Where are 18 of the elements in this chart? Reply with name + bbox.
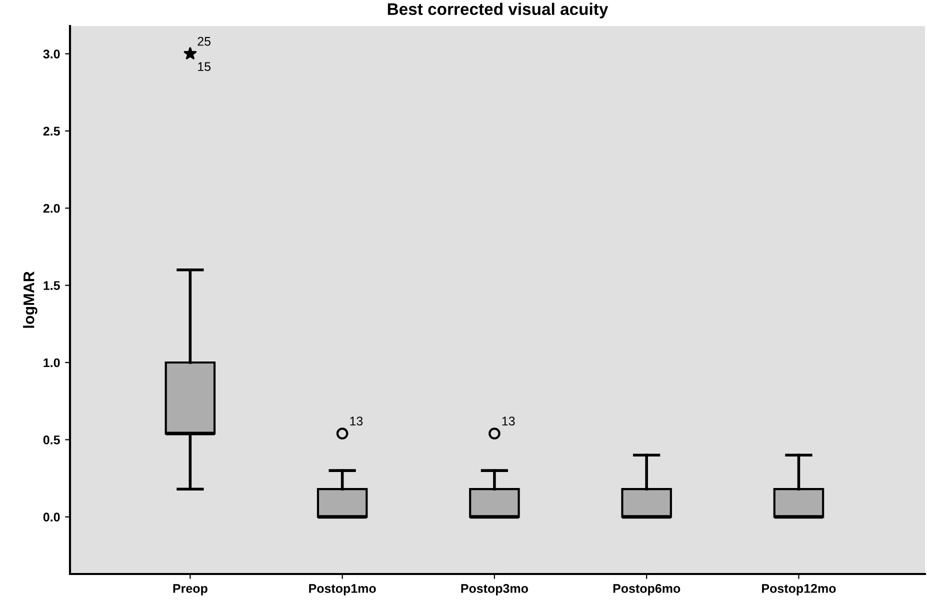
annotation: 13 bbox=[350, 416, 363, 426]
y-tick-label: 1.0 bbox=[44, 358, 60, 368]
y-tick-label: 0.5 bbox=[43, 436, 60, 444]
x-tick-label: Postop6mo bbox=[613, 584, 680, 596]
y-tick-label: 2.5 bbox=[43, 126, 60, 136]
y-tick-label: 1.5 bbox=[44, 281, 60, 290]
annotation: 13 bbox=[502, 416, 515, 426]
annotation: 15 bbox=[198, 62, 211, 72]
x-tick-label: Postop1mo bbox=[309, 584, 376, 596]
y-tick-label: 0.0 bbox=[43, 512, 60, 522]
x-tick-label: Postop3mo bbox=[461, 584, 528, 596]
y-tick-label: 3.0 bbox=[43, 50, 60, 58]
chart-title: Best corrected visual acuity bbox=[388, 2, 608, 18]
x-tick-label: Preop bbox=[173, 584, 208, 596]
x-tick-label: Postop12mo bbox=[762, 584, 836, 596]
y-axis-title: logMAR bbox=[23, 271, 38, 328]
y-tick-label: 2.0 bbox=[43, 204, 60, 213]
annotation: 25 bbox=[198, 36, 211, 46]
